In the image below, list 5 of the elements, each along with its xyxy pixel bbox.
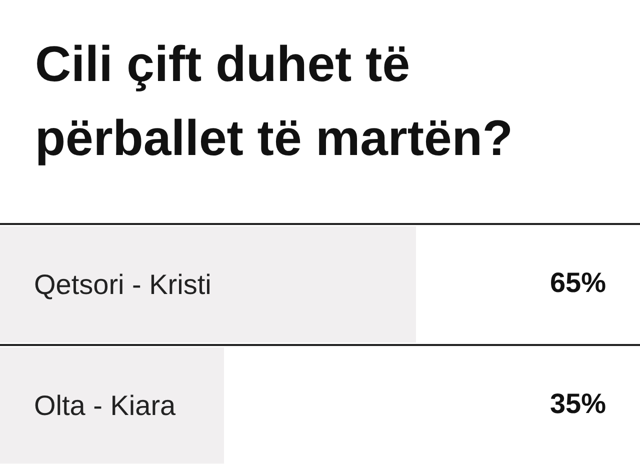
y-tick-label: Olta - Kiara [34, 390, 176, 421]
data-label: 65% [550, 267, 606, 298]
y-tick-label: Qetsori - Kristi [34, 269, 212, 300]
data-label: 35% [550, 388, 606, 419]
chart-title: Cili çift duhet të përballet të martën? [35, 36, 513, 166]
